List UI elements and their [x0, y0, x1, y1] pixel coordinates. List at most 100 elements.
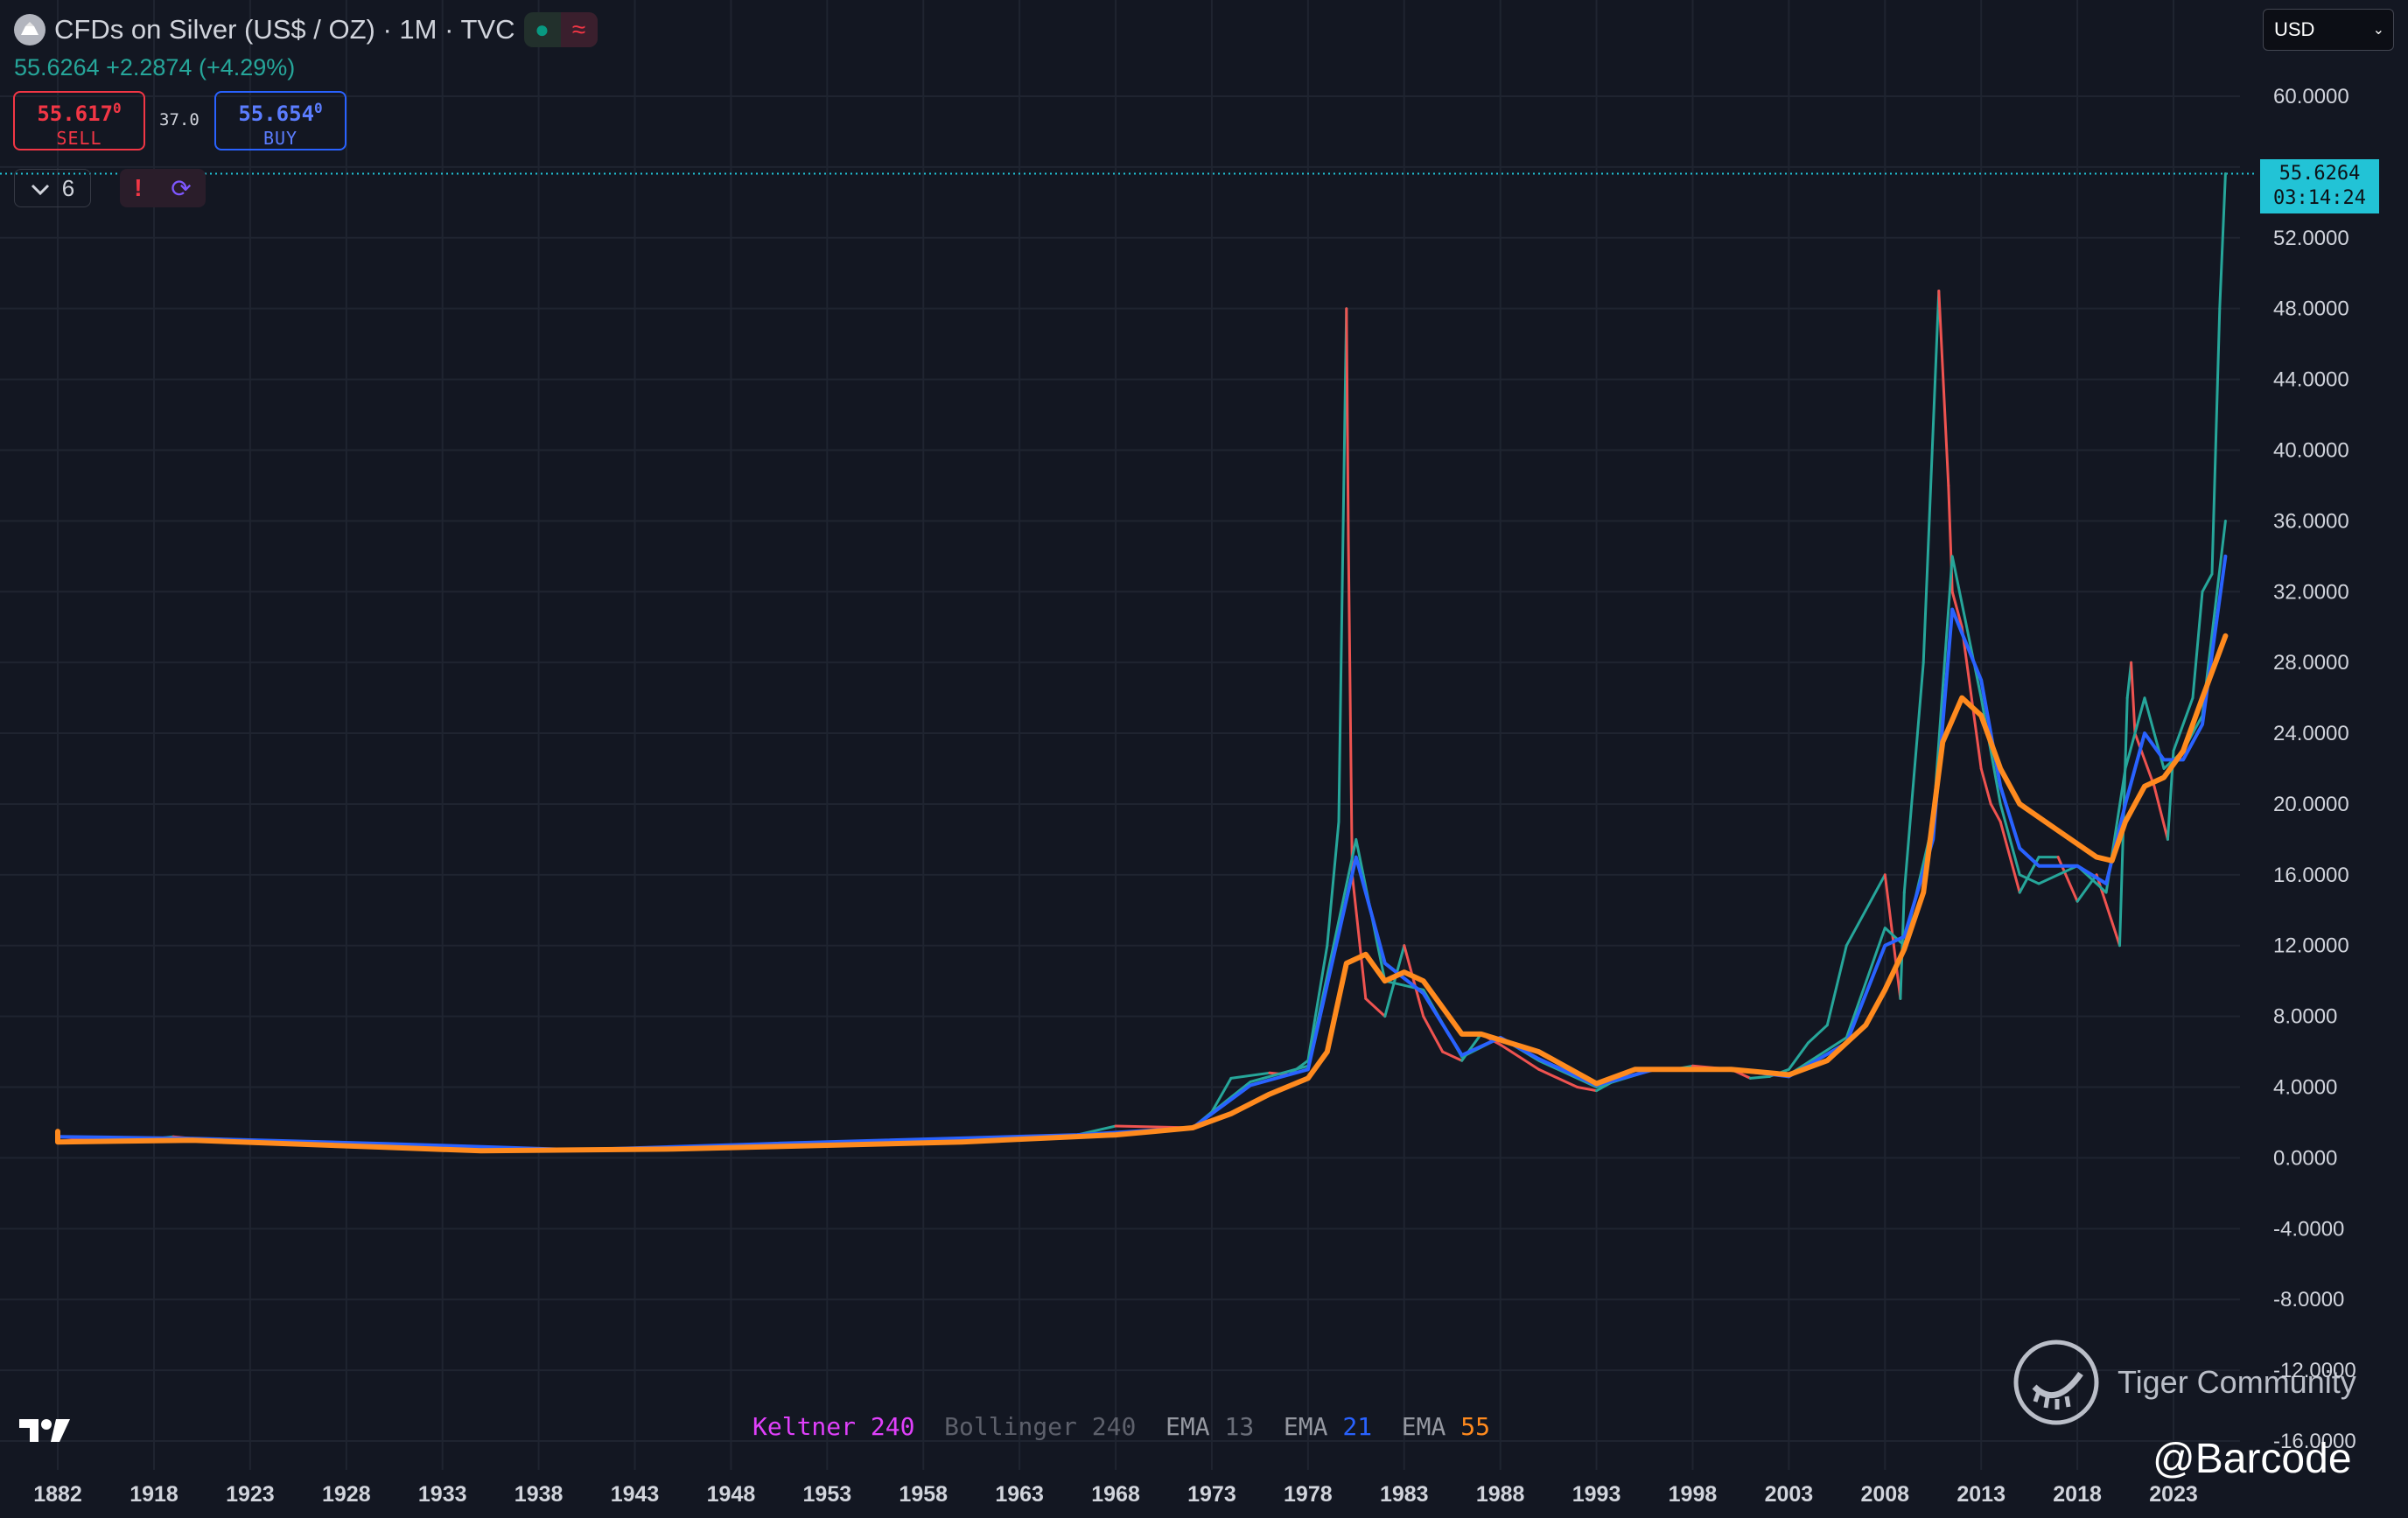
x-tick-label: 1948: [707, 1482, 756, 1507]
bar-countdown: 03:14:24: [2273, 187, 2366, 209]
y-tick-label: -8.0000: [2273, 1288, 2344, 1312]
price-segment: [1576, 1086, 1599, 1093]
buy-price-sup: 0: [314, 100, 323, 116]
y-tick-label: 0.0000: [2273, 1146, 2337, 1170]
ema-13-value: 13: [1224, 1412, 1255, 1441]
y-tick-label: 40.0000: [2273, 438, 2349, 462]
bollinger-label[interactable]: Bollinger: [944, 1412, 1077, 1441]
indicator-legend[interactable]: Keltner 240 Bollinger 240 EMA 13 EMA 21 …: [752, 1412, 1490, 1441]
watermark-handle: @Barcode: [2152, 1436, 2352, 1482]
x-tick-label: 1923: [226, 1482, 275, 1507]
refresh-icon[interactable]: ⟳: [171, 174, 192, 202]
price-segment: [2152, 785, 2169, 841]
price-segment: [1383, 944, 1406, 1018]
price-change-readout: 55.6264 +2.2874 (+4.29%): [14, 54, 296, 80]
x-tick-label: 1918: [130, 1482, 178, 1507]
ema-55-label[interactable]: EMA: [1401, 1412, 1446, 1441]
x-tick-label: 1993: [1572, 1482, 1621, 1507]
price-segment: [1899, 891, 1906, 1000]
x-tick-label: 1933: [418, 1482, 467, 1507]
price-segment: [1229, 1071, 1271, 1080]
price-segment: [1998, 820, 2021, 894]
keltner-label[interactable]: Keltner: [752, 1412, 857, 1441]
x-axis[interactable]: 1882 1918 1923 1928 1933 1938 1943 1948 1953 1958…: [33, 1482, 2198, 1507]
x-tick-label: 1978: [1284, 1482, 1333, 1507]
price-segment: [1337, 307, 1348, 823]
price-segment: [1350, 873, 1362, 948]
y-tick-label: 24.0000: [2273, 722, 2349, 745]
y-tick-label: 12.0000: [2273, 934, 2349, 958]
y-tick-label: 28.0000: [2273, 651, 2349, 675]
series-line-ema-13: [56, 519, 2227, 1151]
market-open-dot-icon: ●: [535, 16, 550, 43]
price-segment: [2130, 661, 2137, 735]
symbol-title[interactable]: CFDs on Silver (US$ / OZ) · 1M · TVC: [54, 14, 515, 45]
buy-price: 55.654: [238, 101, 315, 126]
price-segment: [1441, 1050, 1464, 1062]
tiger-community-watermark: Tiger Community: [2012, 1339, 2356, 1426]
ema-21-label[interactable]: EMA: [1283, 1412, 1328, 1441]
y-tick-label: 8.0000: [2273, 1005, 2337, 1029]
price-segment: [2056, 856, 2079, 903]
currency-select[interactable]: USD ⌄: [2263, 9, 2394, 51]
ema-21-value: 21: [1342, 1412, 1373, 1441]
price-segment: [1989, 802, 2002, 823]
y-tick-label: -12.0000: [2273, 1359, 2356, 1382]
x-tick-label: 1998: [1669, 1482, 1718, 1507]
price-segment: [1422, 1015, 1445, 1053]
series-line-ema-55: [55, 633, 2229, 1154]
status-icons[interactable]: ! ⟳: [120, 169, 206, 207]
tradingview-logo[interactable]: [18, 1416, 74, 1450]
y-tick-label: 48.0000: [2273, 297, 2349, 321]
x-tick-label: 2013: [1956, 1482, 2006, 1507]
price-segment: [1748, 1074, 1771, 1080]
spread-value: 37.0: [159, 110, 200, 129]
price-segment: [1922, 290, 1941, 664]
x-tick-label: 1958: [899, 1482, 948, 1507]
price-segment: [1364, 997, 1387, 1018]
x-tick-label: 2003: [1765, 1482, 1814, 1507]
price-segment: [2201, 572, 2214, 593]
price-segment: [1306, 944, 1329, 1062]
price-segment: [1979, 767, 1992, 806]
y-tick-label: -16.0000: [2273, 1430, 2356, 1453]
y-tick-label: 20.0000: [2273, 793, 2349, 816]
y-axis[interactable]: 60.000056.000052.000048.000044.000040.00…: [2273, 85, 2356, 1453]
y-tick-label: 36.0000: [2273, 509, 2349, 533]
x-tick-label: 2008: [1860, 1482, 1909, 1507]
bollinger-value: 240: [1091, 1412, 1137, 1441]
price-segment: [1825, 944, 1848, 1027]
last-price-value: 55.6264: [2278, 163, 2361, 185]
price-segment: [1787, 1041, 1810, 1071]
error-icon[interactable]: !: [134, 174, 143, 201]
price-segment: [1806, 1024, 1829, 1045]
price-segment: [1937, 290, 1950, 487]
ema-13-label[interactable]: EMA: [1166, 1412, 1210, 1441]
y-tick-label: 52.0000: [2273, 227, 2349, 250]
series-line-ema-21: [56, 554, 2228, 1152]
sell-price-sup: 0: [113, 100, 122, 116]
x-tick-label: 1973: [1187, 1482, 1236, 1507]
y-tick-label: 44.0000: [2273, 368, 2349, 392]
chart-header: CFDs on Silver (US$ / OZ) · 1M · TVC ● ≈: [14, 12, 598, 47]
price-segment: [2191, 590, 2204, 700]
indicator-count: 6: [61, 174, 75, 201]
price-segment: [1960, 626, 1983, 770]
market-status-pill[interactable]: ● ≈: [523, 12, 598, 47]
price-segment: [1950, 590, 1964, 629]
buy-button[interactable]: 55.6540 BUY: [214, 91, 346, 150]
x-tick-label: 1882: [33, 1482, 82, 1507]
sell-button[interactable]: 55.6170 SELL: [13, 91, 145, 150]
watermark-community: Tiger Community: [2118, 1364, 2356, 1400]
price-segment: [1499, 1043, 1541, 1071]
price-segment: [2076, 873, 2098, 903]
tiger-logo-icon: [2013, 1340, 2099, 1425]
sell-label: SELL: [56, 128, 102, 149]
price-segment: [2133, 731, 2156, 788]
x-tick-label: 1928: [322, 1482, 371, 1507]
silver-symbol-icon[interactable]: [14, 14, 46, 45]
buy-label: BUY: [262, 128, 298, 149]
price-segment: [2210, 307, 2222, 576]
indicators-toggle[interactable]: 6: [14, 169, 91, 207]
